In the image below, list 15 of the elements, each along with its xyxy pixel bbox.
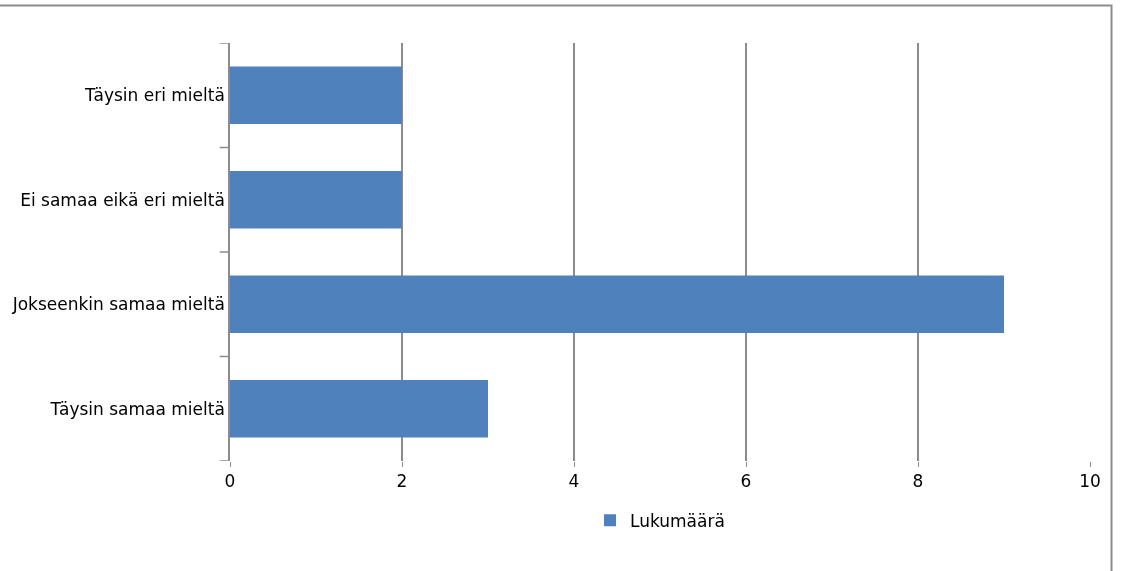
legend-label: Lukumäärä (630, 510, 725, 531)
x-tick-label: 6 (740, 471, 752, 492)
y-tick-label: Täysin samaa mieltä (49, 398, 225, 419)
y-tick-label: Ei samaa eikä eri mieltä (20, 189, 225, 210)
x-tick-label: 4 (568, 471, 580, 492)
x-tick-label: 8 (912, 471, 924, 492)
bar (230, 380, 488, 438)
y-tick-label: Jokseenkin samaa mieltä (11, 294, 225, 315)
bar (230, 171, 402, 229)
y-tick-label: Täysin eri mieltä (84, 85, 225, 106)
bar (230, 66, 402, 124)
x-tick-label: 10 (1079, 471, 1101, 492)
x-tick-label: 0 (224, 471, 236, 492)
x-tick-label: 2 (396, 471, 408, 492)
bar (230, 275, 1004, 333)
